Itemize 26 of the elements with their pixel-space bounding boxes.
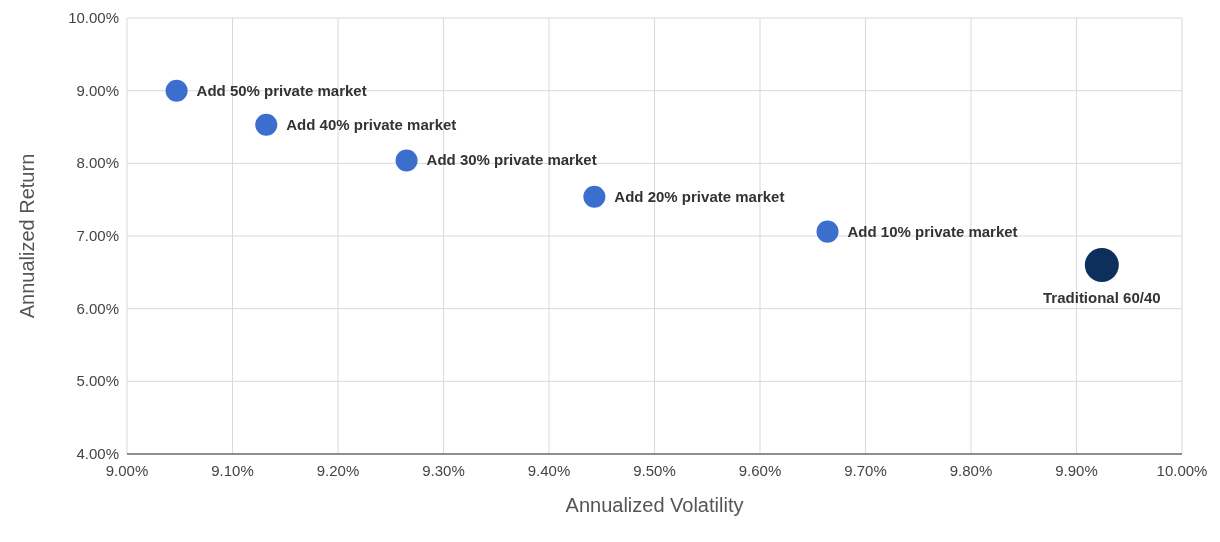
x-tick-label: 9.80% (949, 462, 993, 479)
y-tick-label: 8.00% (76, 154, 119, 172)
y-tick-label: 5.00% (76, 372, 119, 390)
x-tick-label: 9.30% (422, 462, 465, 479)
x-tick-label: 10.00% (1156, 462, 1208, 479)
x-tick-label: 9.20% (316, 462, 360, 479)
annotation: Add 50% private market (196, 81, 367, 99)
annotation: Traditional 60/40 (1043, 289, 1161, 307)
y-tick-label: 10.00% (68, 9, 119, 26)
x-tick-label: 9.70% (844, 462, 887, 479)
y-axis-title: Annualized Return (16, 153, 38, 319)
y-tick-label: 6.00% (76, 299, 119, 317)
annotation: Add 10% private market (847, 222, 1018, 240)
x-tick-label: 9.60% (738, 462, 782, 479)
y-tick-label: 4.00% (76, 445, 119, 462)
y-tick-label: 9.00% (76, 81, 119, 99)
annotation: Add 20% private market (614, 187, 785, 205)
x-tick-label: 9.50% (633, 462, 676, 479)
x-tick-label: 9.40% (527, 462, 571, 479)
x-tick-label: 9.90% (1055, 462, 1098, 479)
y-tick-label: 7.00% (76, 227, 119, 244)
annotation: Add 40% private market (286, 115, 457, 133)
x-axis-title: Annualized Volatility (565, 494, 744, 516)
annotation: Add 30% private market (426, 151, 597, 169)
x-tick-label: 9.00% (105, 462, 149, 479)
x-tick-label: 9.10% (211, 462, 254, 479)
